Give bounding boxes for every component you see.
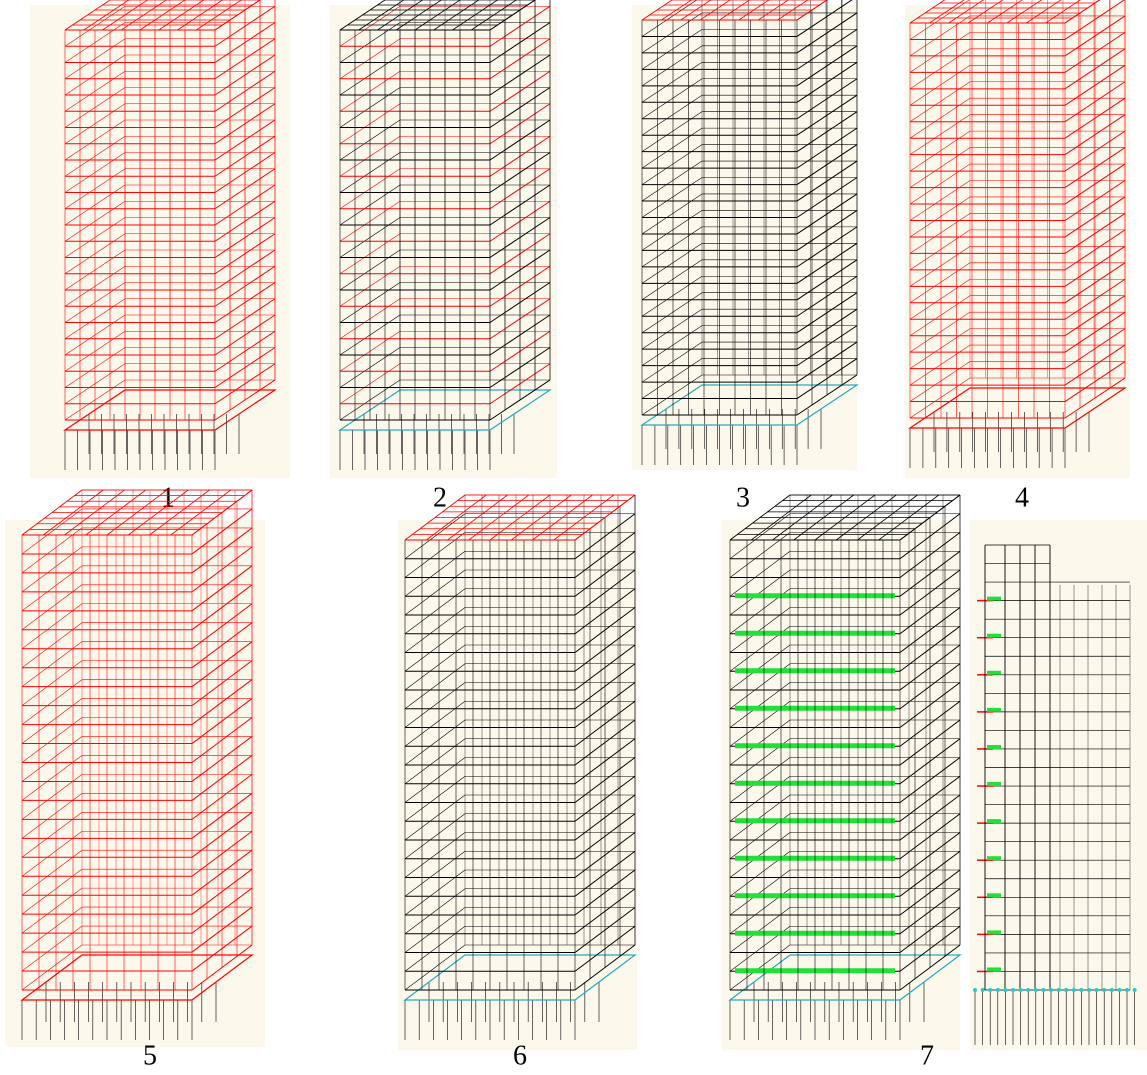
support (1072, 988, 1076, 992)
support (1034, 988, 1038, 992)
support (1026, 988, 1030, 992)
support (1087, 988, 1091, 992)
model-panel (30, 0, 290, 478)
tag (987, 856, 1001, 860)
tag (987, 893, 1001, 897)
model-panel (722, 495, 960, 1050)
support (1041, 988, 1045, 992)
support (1117, 988, 1121, 992)
support (1110, 988, 1114, 992)
panel-label: 6 (513, 1040, 527, 1071)
panel-label: 7 (920, 1040, 934, 1071)
panel-background (632, 5, 857, 470)
support (988, 988, 992, 992)
support (1011, 988, 1015, 992)
model-panel (905, 0, 1130, 478)
tag (987, 930, 1001, 934)
support (1125, 988, 1129, 992)
support (1079, 988, 1083, 992)
panel-label: 4 (1015, 482, 1029, 513)
model-panel (632, 0, 857, 470)
figure-canvas: 1234567 (0, 0, 1147, 1075)
support (1057, 988, 1061, 992)
model-panel (398, 495, 637, 1050)
panel-background (5, 520, 265, 1047)
support (1019, 988, 1023, 992)
support (1095, 988, 1099, 992)
support (1102, 988, 1106, 992)
model-panel (330, 0, 557, 478)
tag (987, 671, 1001, 675)
tag (987, 597, 1001, 601)
tag (987, 745, 1001, 749)
support (973, 988, 977, 992)
tag (987, 819, 1001, 823)
elevation-view (970, 520, 1147, 1050)
tag (987, 782, 1001, 786)
support (1049, 988, 1053, 992)
tag (987, 634, 1001, 638)
support (1133, 988, 1137, 992)
panel-label: 2 (433, 482, 447, 513)
panel-label: 3 (736, 482, 750, 513)
model-panel (5, 490, 265, 1047)
support (996, 988, 1000, 992)
panel-label: 5 (143, 1040, 157, 1071)
figure: 1234567 (0, 0, 1147, 1075)
support (1064, 988, 1068, 992)
tag (987, 708, 1001, 712)
support (1003, 988, 1007, 992)
tag (987, 967, 1001, 971)
support (981, 988, 985, 992)
